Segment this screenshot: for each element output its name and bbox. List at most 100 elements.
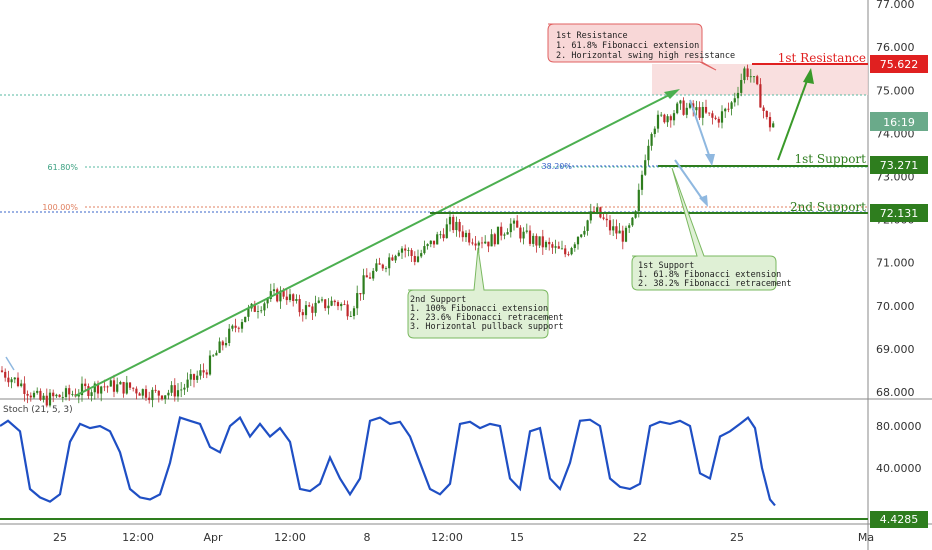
candle-body	[496, 226, 500, 245]
candle-body	[679, 100, 682, 104]
price-axis: 77.00076.00075.00074.00073.00072.00071.0…	[876, 0, 915, 399]
candle-body	[410, 250, 413, 256]
candle-body	[532, 235, 535, 244]
candle-body	[244, 316, 247, 323]
candle-body	[490, 234, 493, 247]
price-tick-label: 71.000	[876, 257, 915, 270]
candle-body	[61, 397, 64, 398]
fib-618-label: 61.80%	[47, 163, 78, 172]
candle-body	[381, 264, 384, 269]
candle-body	[442, 234, 445, 239]
candle-body	[378, 263, 381, 265]
support2-tag-value: 72.131	[880, 207, 919, 220]
candle-body	[218, 341, 221, 353]
candle-body	[26, 393, 29, 396]
stoch-tag-value: 4.4285	[880, 513, 919, 526]
candle-body	[39, 390, 42, 400]
countdown-value: 16:19	[883, 116, 915, 129]
candle-body	[736, 92, 740, 99]
candle-body	[519, 227, 522, 239]
price-tick-label: 77.000	[876, 0, 915, 11]
candle-body	[231, 325, 234, 329]
candle-body	[695, 107, 698, 111]
candle-body	[84, 383, 87, 387]
drop-arrow-1	[689, 99, 711, 159]
candle-body	[637, 189, 640, 212]
candle-body	[474, 243, 477, 246]
candle-body	[346, 304, 349, 317]
candle-body	[394, 255, 397, 261]
candle-body	[253, 303, 256, 312]
bounce-arrow-head	[803, 68, 814, 84]
resistance-tag-value: 75.622	[880, 58, 919, 71]
price-tick-label: 76.000	[876, 41, 915, 54]
candle-body	[93, 383, 96, 393]
support1-annotation: 1st Support 1. 61.8% Fibonacci extension…	[631, 167, 792, 291]
candle-body	[52, 392, 55, 397]
time-tick-label: 25	[53, 531, 67, 544]
candle-body	[160, 395, 164, 400]
candle-body	[634, 211, 637, 218]
drop-arrow-1-head	[705, 154, 715, 166]
candle-body	[439, 234, 442, 236]
candle-body	[525, 230, 528, 232]
candle-body	[196, 375, 199, 380]
candle-body	[228, 328, 231, 344]
support2-label: 2nd Support	[790, 200, 866, 214]
candle-body	[605, 218, 608, 221]
candle-body	[372, 270, 375, 279]
stoch-title: Stoch (21, 5, 3)	[3, 405, 73, 415]
candle-body	[640, 174, 644, 190]
price-tick-label: 69.000	[876, 343, 915, 356]
candle-body	[141, 389, 144, 396]
candle-body	[311, 306, 314, 313]
candle-body	[676, 103, 679, 114]
candle-body	[314, 302, 317, 313]
candle-body	[256, 311, 260, 312]
candle-body	[602, 217, 605, 219]
support2-box-line-3: 2. 23.6% Fibonacci retracement	[410, 313, 564, 323]
support2-box-line-4: 3. Horizontal pullback support	[410, 322, 564, 332]
candle-body	[551, 244, 554, 248]
candle-body	[656, 114, 660, 129]
candle-body	[576, 236, 580, 245]
candle-body	[682, 100, 685, 115]
candle-body	[653, 128, 656, 135]
candle-body	[544, 241, 548, 248]
candle-body	[762, 107, 765, 112]
time-axis: 25 12:00 Apr 12:00 8 12:00 15 22 25 Ma	[53, 531, 874, 544]
candle-body	[68, 388, 71, 395]
candle-body	[631, 217, 634, 226]
candle-body	[567, 254, 570, 256]
candle-body	[298, 299, 301, 313]
candle-body	[663, 114, 666, 123]
stoch-tick-label: 40.0000	[876, 462, 922, 475]
candle-body	[749, 76, 752, 78]
candle-body	[772, 123, 775, 128]
candle-body	[100, 386, 103, 394]
candle-body	[538, 236, 541, 246]
candle-body	[304, 305, 308, 316]
candle-body	[77, 395, 80, 397]
candle-body	[176, 390, 180, 397]
support1-box-line-2: 1. 61.8% Fibonacci extension	[638, 270, 781, 280]
candle-body	[727, 108, 730, 110]
candle-body	[320, 299, 324, 301]
candle-body	[167, 392, 170, 396]
candle-body	[586, 220, 589, 231]
candle-body	[509, 223, 512, 233]
candle-body	[164, 395, 167, 400]
candle-body	[557, 246, 560, 249]
candle-body	[564, 248, 567, 255]
candle-body	[368, 277, 372, 279]
candle-body	[506, 232, 509, 235]
candle-body	[471, 242, 474, 244]
candle-body	[516, 220, 519, 228]
candle-body	[618, 230, 621, 234]
candle-body	[340, 304, 343, 307]
candle-body	[135, 388, 138, 394]
stoch-tag	[870, 511, 928, 528]
candle-body	[122, 382, 125, 394]
candle-body	[580, 234, 583, 237]
candle-body	[708, 112, 711, 114]
